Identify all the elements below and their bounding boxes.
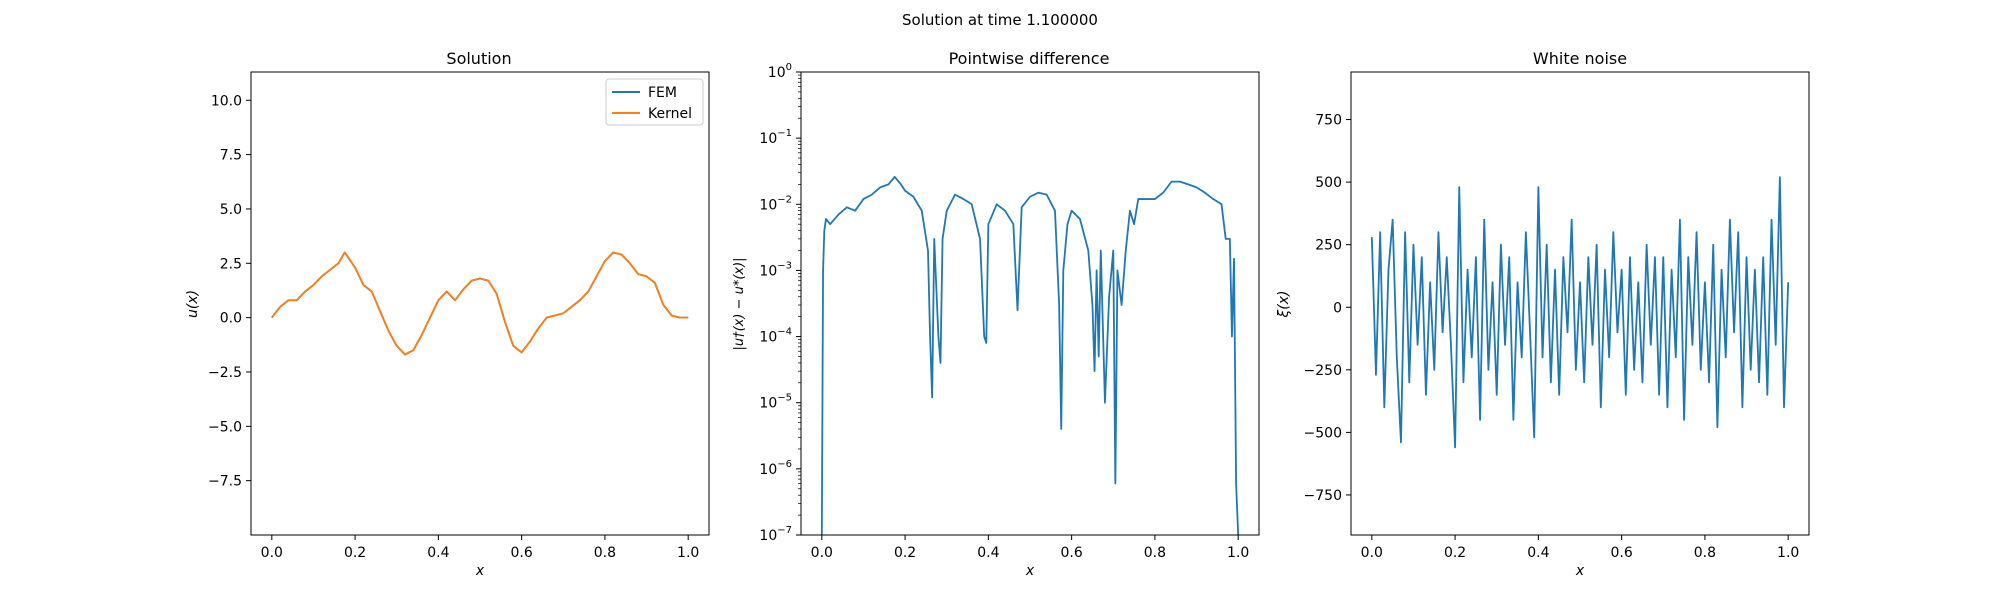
y-tick-label: −250 <box>1304 363 1342 379</box>
panel-pointwise-difference: Pointwise difference 0.0 0.2 0.4 0.6 0.8 1.0 1… <box>732 49 1260 579</box>
y-axis-label: |u†(x) − u*(x)| <box>732 257 747 350</box>
figure-suptitle: Solution at time 1.100000 <box>902 11 1098 29</box>
x-tick-label: 1.0 <box>677 545 699 561</box>
panel-white-noise: White noise 0.0 0.2 0.4 0.6 0.8 1.0 −750 −500 −2… <box>1276 49 1810 579</box>
y-axis-label: u(x) <box>185 290 201 318</box>
x-tick-label: 0.0 <box>811 545 833 561</box>
x-tick-label: 0.8 <box>594 545 616 561</box>
x-tick-label: 0.6 <box>1061 545 1083 561</box>
y-axis-label: ξ(x) <box>1276 290 1292 318</box>
x-tick-label: 0.4 <box>427 545 449 561</box>
series-line-difference <box>820 175 1240 535</box>
x-tick-label: 0.0 <box>1361 545 1383 561</box>
y-tick-label: 10−5 <box>759 393 792 412</box>
y-tick-label: 10−3 <box>759 260 792 279</box>
x-axis-label: x <box>1025 563 1035 579</box>
y-tick-label: 7.5 <box>220 148 242 164</box>
x-tick-label: 1.0 <box>1227 545 1249 561</box>
x-axis-label: x <box>1575 563 1585 579</box>
x-tick-label: 0.2 <box>894 545 916 561</box>
y-tick-label: 250 <box>1315 238 1342 254</box>
axes-frame <box>1350 71 1810 536</box>
x-tick-label: 1.0 <box>1777 545 1799 561</box>
panel-title: Pointwise difference <box>949 49 1110 68</box>
legend-label-fem: FEM <box>648 85 677 101</box>
panel-title: White noise <box>1533 49 1627 68</box>
y-tick-label: 5.0 <box>220 202 242 218</box>
y-tick-label: 0 <box>1333 300 1342 316</box>
axes-frame <box>250 71 710 536</box>
x-tick-label: 0.8 <box>1144 545 1166 561</box>
x-tick-label: 0.8 <box>1694 545 1716 561</box>
x-tick-label: 0.4 <box>1527 545 1549 561</box>
y-tick-label: 10−4 <box>759 327 792 346</box>
y-tick-label: −750 <box>1304 488 1342 504</box>
y-tick-label: 2.5 <box>220 256 242 272</box>
panel-solution: Solution 0.0 0.2 0.4 0.6 0.8 1.0 −7.5 −5.0 −2.5 0… <box>185 49 710 579</box>
panel-title: Solution <box>446 49 511 68</box>
legend: FEM Kernel <box>605 78 704 126</box>
legend-label-kernel: Kernel <box>648 106 692 122</box>
y-tick-label: −500 <box>1304 425 1342 441</box>
y-tick-label: 500 <box>1315 175 1342 191</box>
y-tick-label: 10−1 <box>759 128 792 147</box>
y-tick-label: 10−6 <box>759 459 792 478</box>
x-tick-label: 0.6 <box>511 545 533 561</box>
series-line-fem <box>271 251 689 356</box>
series-line-kernel <box>271 251 689 356</box>
x-tick-label: 0.4 <box>977 545 999 561</box>
y-tick-label: −5.0 <box>208 419 242 435</box>
y-tick-label: 10−7 <box>759 525 792 544</box>
x-tick-label: 0.0 <box>261 545 283 561</box>
y-tick-label: −2.5 <box>208 365 242 381</box>
y-tick-label: 750 <box>1315 113 1342 129</box>
x-tick-label: 0.6 <box>1611 545 1633 561</box>
y-tick-label: 0.0 <box>220 311 242 327</box>
axes-frame <box>800 71 1260 536</box>
series-line-noise <box>1370 176 1790 449</box>
x-axis-label: x <box>475 563 485 579</box>
x-tick-label: 0.2 <box>1444 545 1466 561</box>
x-tick-label: 0.2 <box>344 545 366 561</box>
y-tick-label: 100 <box>768 62 792 81</box>
y-tick-label: 10.0 <box>211 93 242 109</box>
y-tick-label: −7.5 <box>208 474 242 490</box>
y-tick-label: 10−2 <box>759 194 792 213</box>
